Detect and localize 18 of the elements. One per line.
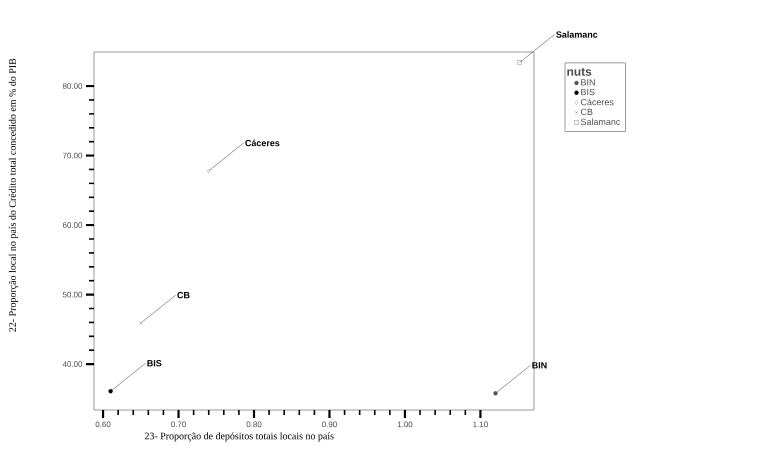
text: Cáceres bbox=[245, 140, 280, 146]
text: BIS bbox=[147, 360, 162, 366]
text: CB bbox=[177, 292, 190, 298]
text: BIN bbox=[532, 362, 547, 368]
point bbox=[108, 389, 113, 394]
point bbox=[207, 168, 210, 174]
legend-label: BIS bbox=[581, 88, 595, 96]
point bbox=[517, 60, 522, 65]
legend-label: Cáceres bbox=[580, 98, 614, 106]
text: Salamanc bbox=[556, 31, 598, 38]
y-axis-title: 22- Proporção local no país do Crédito total concedido em % do PIB bbox=[8, 58, 18, 332]
x-axis-title: 23- Proporção de depósitos totais locais no país bbox=[144, 432, 334, 442]
legend-label: Salamanc bbox=[580, 118, 620, 126]
legend-label: BIN bbox=[581, 79, 595, 86]
point bbox=[493, 391, 498, 396]
legend-label: CB bbox=[580, 108, 592, 116]
point bbox=[139, 321, 142, 325]
legend-title: nuts bbox=[567, 68, 592, 76]
